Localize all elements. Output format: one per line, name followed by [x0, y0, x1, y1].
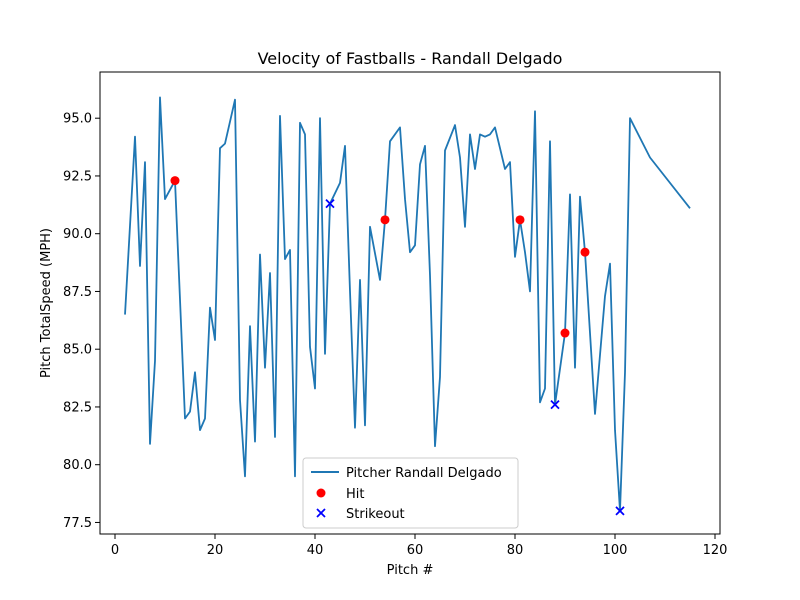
strikeout-point: [550, 400, 560, 410]
hit-point: [515, 215, 525, 225]
hit-point: [560, 328, 570, 338]
legend-label-strikeout: Strikeout: [346, 507, 405, 522]
x-tick-label: 80: [507, 543, 524, 558]
x-tick-label: 0: [111, 543, 119, 558]
y-tick-label: 80.0: [63, 458, 92, 473]
hit-point: [580, 247, 590, 257]
strikeout-point: [325, 199, 335, 209]
x-tick-label: 100: [603, 543, 628, 558]
x-tick-label: 120: [703, 543, 728, 558]
plot-content: [124, 96, 691, 516]
legend: Pitcher Randall Delgado Hit Strikeout: [302, 457, 519, 529]
series-line-pitcher: [124, 96, 691, 512]
chart-title: Velocity of Fastballs - Randall Delgado: [258, 49, 563, 68]
y-tick-label: 92.5: [63, 169, 92, 184]
y-tick-label: 77.5: [63, 516, 92, 531]
legend-box: [302, 457, 519, 529]
x-axis: 0 20 40 60 80 100 120: [111, 534, 728, 558]
y-tick-label: 82.5: [63, 400, 92, 415]
x-tick-label: 40: [307, 543, 324, 558]
y-tick-label: 87.5: [63, 285, 92, 300]
legend-label-hit: Hit: [346, 487, 364, 502]
y-axis-label: Pitch TotalSpeed (MPH): [39, 228, 54, 378]
legend-hit-marker: [316, 488, 326, 498]
x-tick-label: 20: [207, 543, 224, 558]
hit-point: [380, 215, 390, 225]
hit-point: [170, 176, 180, 186]
legend-strikeout-marker: [316, 508, 326, 518]
y-tick-label: 85.0: [63, 343, 92, 358]
y-tick-label: 90.0: [63, 227, 92, 242]
x-tick-label: 60: [407, 543, 424, 558]
strikeout-point: [615, 506, 625, 516]
y-axis: 77.5 80.0 82.5 85.0 87.5 90.0 92.5 95.0: [63, 112, 100, 531]
legend-label-pitcher: Pitcher Randall Delgado: [346, 466, 502, 481]
x-axis-label: Pitch #: [387, 563, 434, 578]
y-tick-label: 95.0: [63, 112, 92, 127]
plot-frame: [99, 71, 721, 535]
